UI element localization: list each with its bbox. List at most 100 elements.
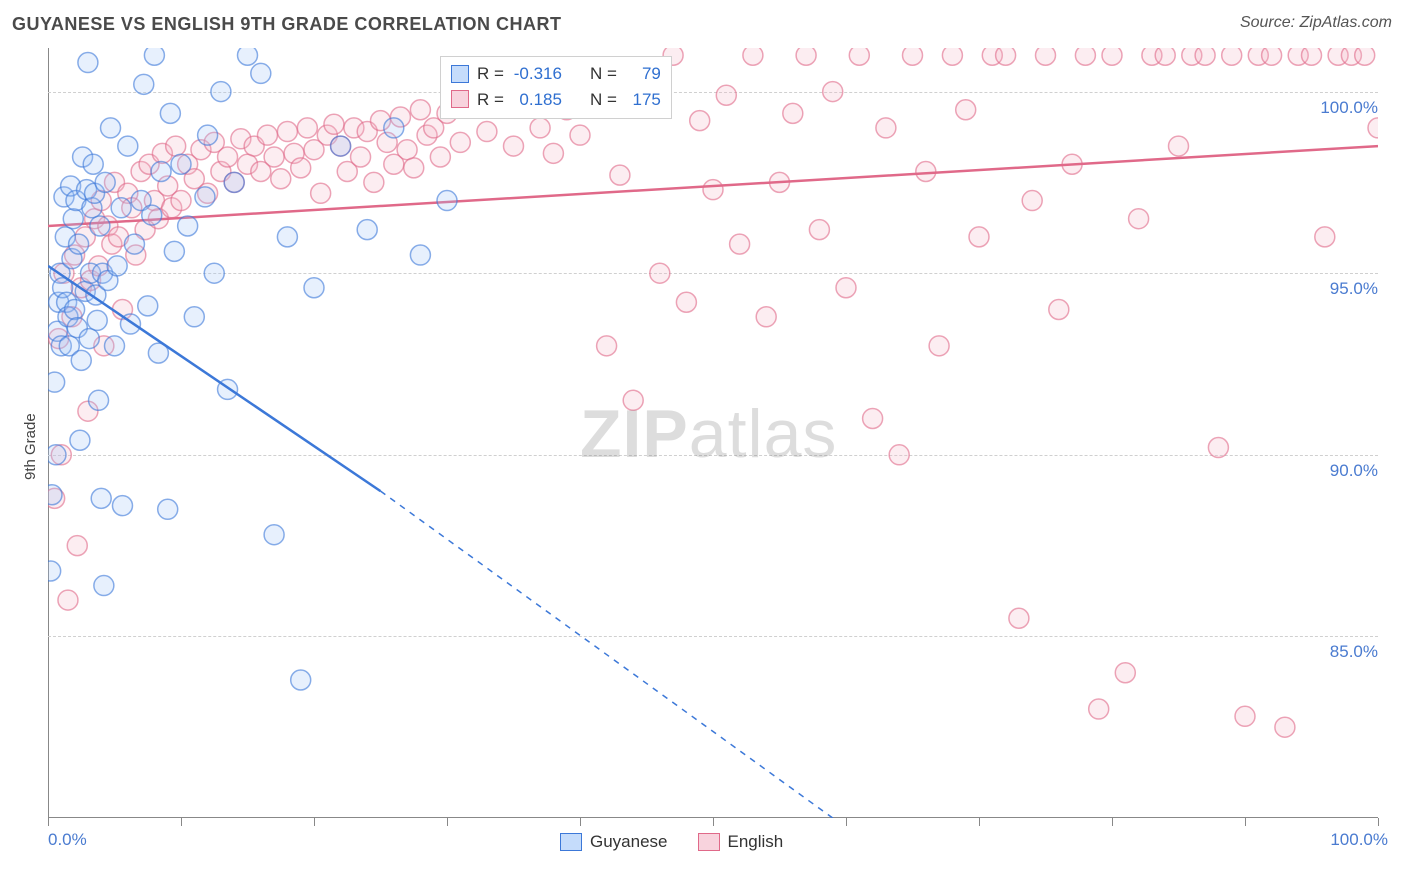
x-tick-mark [1112,818,1113,826]
scatter-point [570,125,590,145]
legend-label: English [728,832,784,852]
n-value: 79 [625,61,661,87]
scatter-point [430,147,450,167]
scatter-point [1129,209,1149,229]
scatter-point [1075,45,1095,65]
scatter-point [297,118,317,138]
scatter-point [903,45,923,65]
legend-swatch [698,833,720,851]
trend-line-extrapolated [381,491,833,818]
source-prefix: Source: [1240,14,1300,31]
legend-item: English [698,832,784,852]
r-value: -0.316 [512,61,562,87]
source-name: ZipAtlas.com [1300,14,1392,31]
scatter-point [204,263,224,283]
scatter-point [1208,438,1228,458]
scatter-point [79,329,99,349]
scatter-point [543,143,563,163]
scatter-point [277,227,297,247]
stats-row: R =-0.316N =79 [451,61,661,87]
scatter-point [504,136,524,156]
legend-swatch [451,90,469,108]
correlation-stats-box: R =-0.316N =79R =0.185N =175 [440,56,672,119]
scatter-point [184,307,204,327]
scatter-point [889,445,909,465]
scatter-point [271,169,291,189]
scatter-point [65,300,85,320]
scatter-point [311,183,331,203]
scatter-point [809,220,829,240]
scatter-point [90,216,110,236]
scatter-point [1009,608,1029,628]
scatter-point [151,161,171,181]
scatter-point [134,74,154,94]
scatter-point [1222,45,1242,65]
scatter-point [67,536,87,556]
scatter-point [101,118,121,138]
scatter-point [597,336,617,356]
scatter-point [410,100,430,120]
scatter-point [410,245,430,265]
legend-swatch [560,833,582,851]
x-tick-mark [314,818,315,826]
scatter-point [198,125,218,145]
scatter-point [264,147,284,167]
scatter-point [783,103,803,123]
scatter-point [384,118,404,138]
x-tick-label: 0.0% [48,830,87,850]
scatter-point [623,390,643,410]
scatter-point [1049,300,1069,320]
scatter-point [942,45,962,65]
scatter-point [95,172,115,192]
x-tick-mark [181,818,182,826]
legend-swatch [451,65,469,83]
scatter-point [218,147,238,167]
scatter-point [171,154,191,174]
scatter-point [1115,663,1135,683]
scatter-point [969,227,989,247]
legend: Guyanese English [560,832,783,852]
x-tick-mark [447,818,448,826]
scatter-point [111,198,131,218]
x-tick-mark [1245,818,1246,826]
scatter-point [304,278,324,298]
scatter-point [112,496,132,516]
scatter-point [118,136,138,156]
scatter-point [916,161,936,181]
scatter-point [1155,45,1175,65]
scatter-point [743,45,763,65]
scatter-point [291,158,311,178]
scatter-point [836,278,856,298]
trend-line [48,266,381,491]
scatter-point [530,118,550,138]
legend-label: Guyanese [590,832,668,852]
scatter-point [690,111,710,131]
scatter-point [69,234,89,254]
scatter-point [264,525,284,545]
scatter-point [1262,45,1282,65]
r-value: 0.185 [512,87,562,113]
source-attribution: Source: ZipAtlas.com [1240,14,1392,32]
scatter-point [89,390,109,410]
scatter-point [876,118,896,138]
scatter-point [83,154,103,174]
scatter-point [324,114,344,134]
scatter-point [1368,118,1388,138]
scatter-point [91,488,111,508]
x-tick-mark [580,818,581,826]
scatter-point [251,63,271,83]
x-tick-mark [979,818,980,826]
scatter-point [160,103,180,123]
x-tick-mark [48,818,49,826]
scatter-point [756,307,776,327]
scatter-point [211,82,231,102]
scatter-point [42,485,62,505]
scatter-point [716,85,736,105]
scatter-point [87,310,107,330]
scatter-point [195,187,215,207]
scatter-point [929,336,949,356]
scatter-point [238,45,258,65]
scatter-point [437,191,457,211]
scatter-point [107,256,127,276]
scatter-point [863,408,883,428]
